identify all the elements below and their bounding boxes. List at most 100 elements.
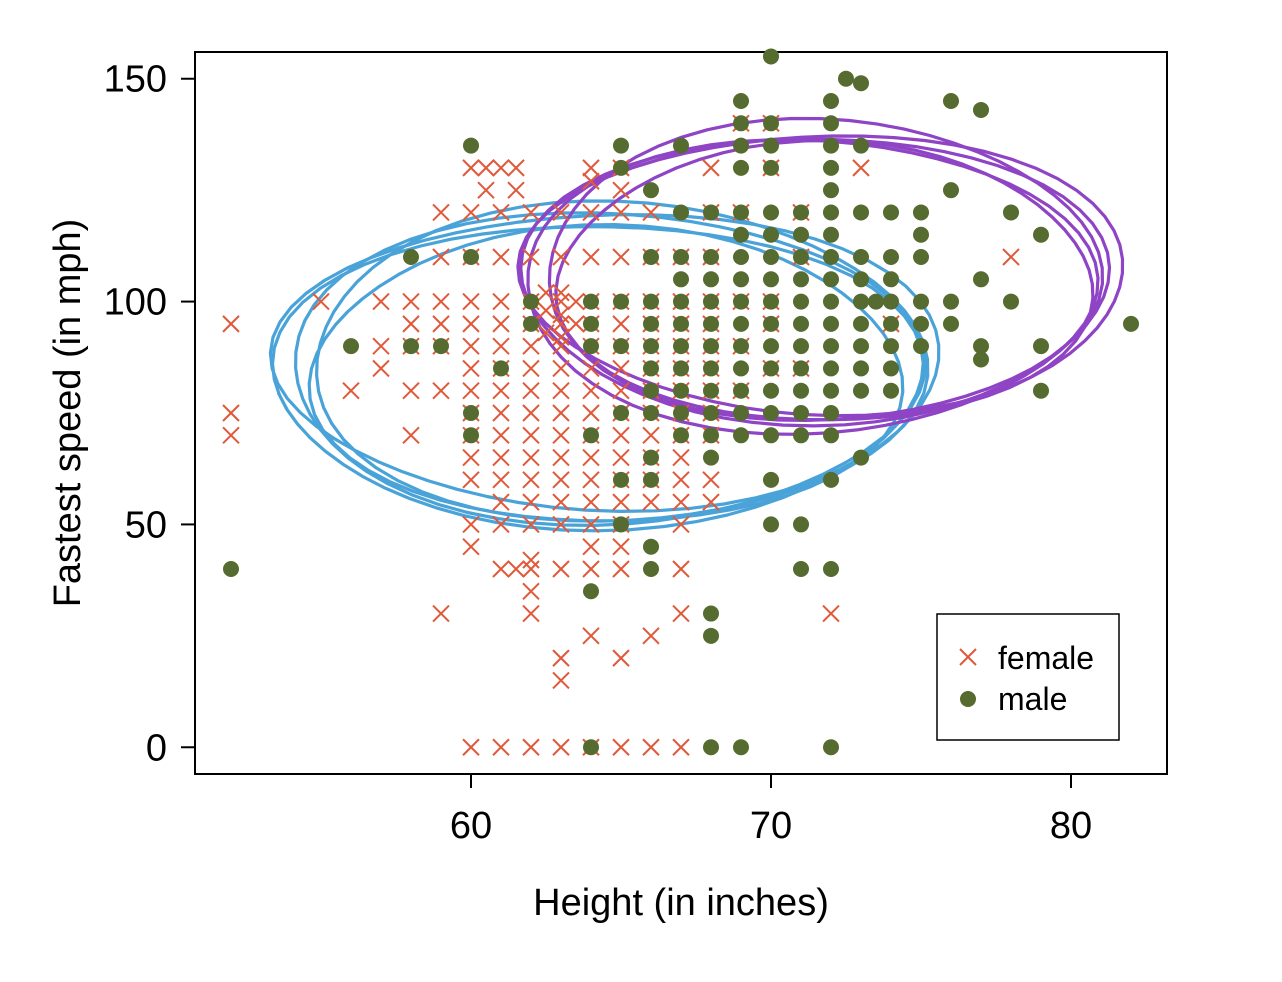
data-point-female bbox=[432, 248, 450, 266]
data-point-male bbox=[913, 226, 929, 243]
data-point-female bbox=[612, 203, 630, 222]
data-point-male bbox=[703, 360, 719, 377]
data-point-male bbox=[703, 739, 719, 756]
data-point-male bbox=[853, 382, 869, 399]
data-point-female bbox=[492, 315, 510, 333]
data-point-female bbox=[567, 292, 585, 311]
data-point-female bbox=[552, 328, 570, 346]
data-point-female bbox=[492, 471, 510, 489]
data-point-male bbox=[223, 560, 239, 577]
data-point-female bbox=[552, 404, 570, 422]
data-point-female bbox=[402, 292, 420, 311]
annotation-loop-stroke bbox=[315, 199, 930, 523]
data-point-male bbox=[763, 360, 779, 377]
data-point-female bbox=[582, 627, 600, 645]
data-point-male bbox=[763, 338, 779, 355]
data-point-male bbox=[763, 293, 779, 310]
data-point-male bbox=[583, 293, 599, 310]
data-point-male bbox=[883, 382, 899, 399]
data-point-female bbox=[702, 471, 720, 489]
data-point-male bbox=[763, 249, 779, 266]
data-point-female bbox=[582, 359, 600, 378]
data-point-male bbox=[763, 159, 779, 176]
legend-female-marker bbox=[959, 648, 977, 666]
data-point-male bbox=[703, 271, 719, 288]
data-point-male bbox=[853, 315, 869, 332]
data-point-female bbox=[372, 337, 390, 355]
data-point-male bbox=[973, 101, 989, 118]
data-point-male bbox=[613, 137, 629, 154]
data-point-male bbox=[763, 271, 779, 288]
data-point-female bbox=[222, 404, 240, 422]
data-point-male bbox=[733, 382, 749, 399]
data-point-female bbox=[612, 560, 630, 578]
data-point-female bbox=[552, 203, 570, 222]
data-point-male bbox=[883, 315, 899, 332]
data-point-male bbox=[703, 338, 719, 355]
data-point-female bbox=[522, 582, 540, 600]
data-point-male bbox=[463, 137, 479, 154]
data-point-female bbox=[552, 471, 570, 489]
data-point-female bbox=[552, 306, 570, 324]
data-point-female bbox=[462, 315, 480, 333]
data-point-male bbox=[883, 360, 899, 377]
data-point-female bbox=[552, 426, 570, 444]
data-point-male bbox=[613, 293, 629, 310]
data-point-male bbox=[643, 182, 659, 199]
data-point-male bbox=[343, 338, 359, 355]
data-point-male bbox=[673, 293, 689, 310]
data-point-male bbox=[703, 405, 719, 421]
y-tick-label: 100 bbox=[104, 282, 167, 324]
data-point-male bbox=[853, 204, 869, 221]
data-point-male bbox=[463, 249, 479, 266]
data-point-female bbox=[642, 426, 660, 444]
data-point-male bbox=[793, 427, 809, 444]
data-point-female bbox=[642, 627, 660, 645]
data-point-male bbox=[793, 360, 809, 377]
data-point-female bbox=[552, 515, 570, 534]
data-point-male bbox=[703, 427, 719, 444]
data-point-male bbox=[703, 293, 719, 310]
data-point-female bbox=[702, 493, 720, 511]
data-point-female bbox=[612, 382, 630, 400]
data-point-male bbox=[493, 360, 509, 377]
data-point-male bbox=[463, 405, 479, 421]
data-point-male bbox=[673, 249, 689, 266]
data-point-female bbox=[582, 248, 600, 266]
data-point-male bbox=[643, 538, 659, 555]
data-point-male bbox=[793, 271, 809, 288]
data-point-male bbox=[763, 471, 779, 488]
data-point-female bbox=[492, 404, 510, 422]
data-point-female bbox=[522, 359, 540, 378]
data-point-male bbox=[703, 315, 719, 332]
data-point-male bbox=[823, 137, 839, 154]
data-point-female bbox=[642, 493, 660, 511]
data-point-male bbox=[1003, 204, 1019, 221]
legend-female-label: female bbox=[998, 640, 1094, 676]
data-point-female bbox=[477, 181, 495, 199]
data-point-male bbox=[733, 739, 749, 756]
data-point-female bbox=[492, 248, 510, 266]
data-point-female bbox=[642, 738, 660, 756]
data-point-male bbox=[643, 293, 659, 310]
data-point-male bbox=[583, 583, 599, 600]
data-point-male bbox=[1123, 315, 1139, 332]
data-point-male bbox=[733, 338, 749, 355]
x-axis: 60 70 80 bbox=[450, 774, 1092, 847]
data-point-male bbox=[463, 427, 479, 444]
data-point-female bbox=[552, 248, 570, 266]
data-point-male bbox=[853, 449, 869, 466]
data-point-female bbox=[672, 515, 690, 534]
data-point-male bbox=[673, 315, 689, 332]
data-point-male bbox=[643, 315, 659, 332]
data-point-female bbox=[552, 649, 570, 667]
data-point-female bbox=[552, 671, 570, 690]
data-point-male bbox=[838, 70, 854, 87]
data-point-female bbox=[492, 159, 510, 177]
data-point-male bbox=[643, 360, 659, 377]
legend-female-x bbox=[959, 648, 977, 666]
data-point-female bbox=[552, 382, 570, 400]
data-point-male bbox=[733, 293, 749, 310]
data-point-female bbox=[522, 471, 540, 489]
series-female bbox=[222, 114, 1020, 756]
